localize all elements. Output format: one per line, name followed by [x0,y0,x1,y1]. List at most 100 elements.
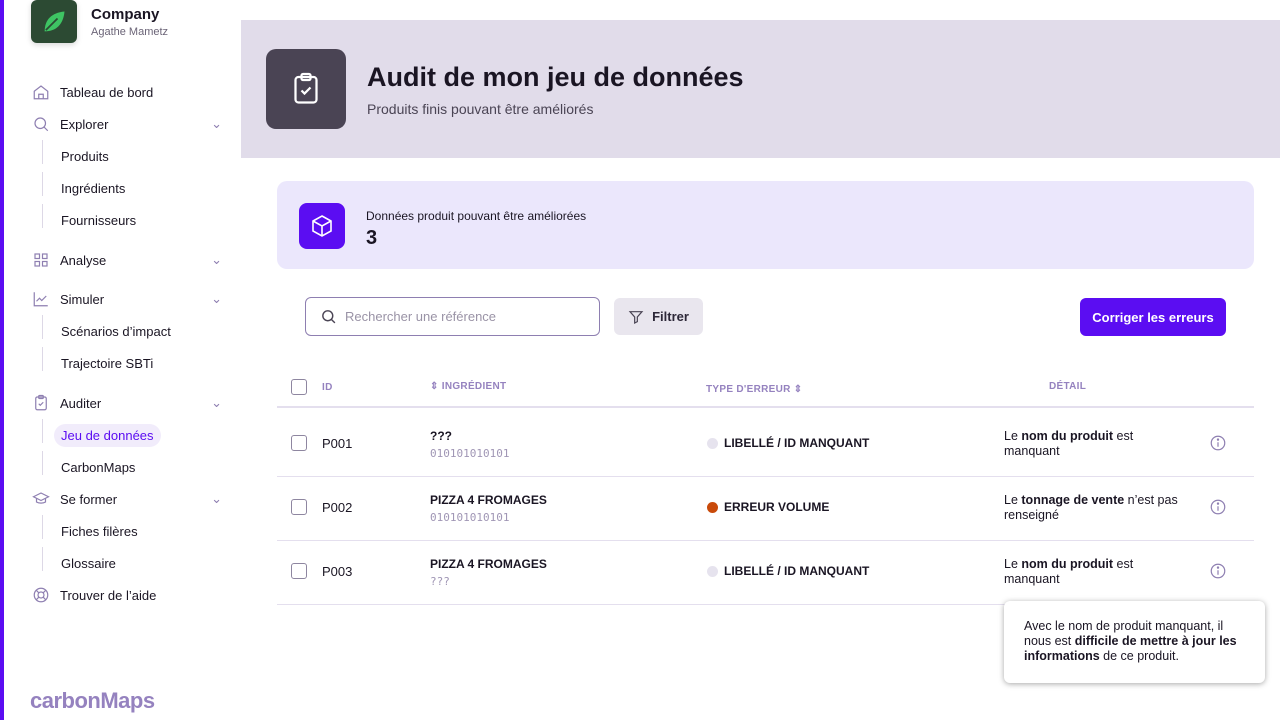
col-ingredient[interactable]: ⇕ INGRÉDIENT [430,381,507,392]
info-icon[interactable] [1209,434,1227,457]
nav-carbonmaps[interactable]: CarbonMaps [32,451,222,483]
chevron-down-icon[interactable]: ⌄ [211,491,222,506]
nav-explorer[interactable]: Explorer ⌄ [32,108,222,140]
nav-label: Produits [61,148,109,164]
row-code: 010101010101 [430,511,510,524]
detail-text: Le [1004,557,1022,571]
fix-errors-button[interactable]: Corriger les erreurs [1080,298,1226,336]
error-label: LIBELLÉ / ID MANQUANT [724,564,870,578]
row-detail: Le tonnage de vente n’est pas renseigné [1004,493,1184,523]
col-detail: DÉTAIL [1049,381,1087,392]
table-row[interactable]: P001 ??? 010101010101 LIBELLÉ / ID MANQU… [277,413,1254,477]
nav-fournisseurs[interactable]: Fournisseurs [32,204,222,236]
lifebuoy-icon [32,586,50,604]
status-dot [707,501,718,513]
chevron-down-icon[interactable]: ⌄ [211,395,222,410]
chart-line-icon [32,290,50,308]
error-badge: ERREUR VOLUME [707,500,829,514]
nav-label: Ingrédients [61,180,126,196]
nav-help[interactable]: Trouver de l’aide [32,579,222,611]
summary-card: Données produit pouvant être améliorées … [277,181,1254,269]
table-row[interactable]: P002 PIZZA 4 FROMAGES 010101010101 ERREU… [277,477,1254,541]
nav-se-former[interactable]: Se former ⌄ [32,483,222,515]
company-switcher[interactable]: Company Agathe Mametz [31,0,168,43]
sidebar: Company Agathe Mametz Tableau de bord Ex… [0,0,241,720]
row-checkbox[interactable] [291,435,307,451]
tooltip-text: Avec le nom de produit manquant, il nous… [1024,619,1224,648]
page-header: Audit de mon jeu de données Produits fin… [241,20,1280,158]
chevron-down-icon[interactable]: ⌄ [211,252,222,267]
page-subtitle: Produits finis pouvant être améliorés [367,101,594,117]
sidebar-nav: Tableau de bord Explorer ⌄ Produits Ingré… [32,76,222,611]
filter-button[interactable]: Filtrer [614,298,703,335]
row-checkbox[interactable] [291,563,307,579]
user-name: Agathe Mametz [91,26,169,38]
nav-analyse[interactable]: Analyse ⌄ [32,244,222,276]
nav-label: Explorer [60,116,109,132]
nav-produits[interactable]: Produits [32,140,222,172]
nav-label: Trouver de l’aide [60,587,157,603]
row-detail: Le nom du produit est manquant [1004,429,1184,459]
search-input[interactable]: Rechercher une référence [305,297,600,336]
nav-auditer[interactable]: Auditer ⌄ [32,387,222,419]
detail-text: Le [1004,493,1022,507]
row-ingredient: ??? [430,429,452,443]
detail-text: est manquant [1004,429,1134,458]
row-id: P003 [322,564,353,579]
row-detail: Le nom du produit est manquant [1004,557,1184,587]
detail-text: est manquant [1004,557,1134,586]
graduation-cap-icon [32,490,50,508]
error-label: ERREUR VOLUME [724,500,830,514]
nav-fiches[interactable]: Fiches filères [32,515,222,547]
detail-text: Le [1004,429,1022,443]
nav-label: CarbonMaps [61,459,136,475]
filter-icon [628,310,644,324]
row-code: 010101010101 [430,447,510,460]
status-dot [707,565,718,577]
nav-simuler[interactable]: Simuler ⌄ [32,283,222,315]
clipboard-icon [32,394,50,412]
nav-ingredients[interactable]: Ingrédients [32,172,222,204]
nav-label: Analyse [60,252,107,268]
nav-label: Scénarios d’impact [61,323,171,339]
leaf-logo-icon [31,0,77,43]
status-dot [707,437,718,449]
nav-dashboard[interactable]: Tableau de bord [32,76,222,108]
nav-label: Se former [60,491,118,507]
row-id: P002 [322,500,353,515]
clipboard-check-icon [266,49,346,129]
carbonmaps-logo: carbonMaps [30,688,155,713]
nav-label: Glossaire [61,555,116,571]
chevron-down-icon[interactable]: ⌄ [211,291,222,306]
nav-label: Fiches filères [61,523,138,539]
nav-label: Fournisseurs [61,212,137,228]
select-all-checkbox[interactable] [291,379,307,395]
tooltip-bold: difficile de mettre à jour les informati… [1024,634,1237,663]
search-placeholder: Rechercher une référence [345,309,497,324]
detail-text: n’est pas renseigné [1004,493,1178,522]
grid-icon [32,251,50,269]
detail-bold: nom du produit [1021,557,1114,571]
summary-value: 3 [366,227,378,249]
error-badge: LIBELLÉ / ID MANQUANT [707,436,869,450]
nav-scenarios[interactable]: Scénarios d’impact [32,315,222,347]
table-row[interactable]: P003 PIZZA 4 FROMAGES ??? LIBELLÉ / ID M… [277,541,1254,605]
search-icon [322,310,336,324]
col-id[interactable]: ID [322,382,333,393]
info-icon[interactable] [1209,562,1227,585]
nav-label: Auditer [60,395,102,411]
row-ingredient: PIZZA 4 FROMAGES [430,493,547,507]
col-error-type[interactable]: TYPE D'ERREUR ⇕ [706,384,803,395]
cube-icon [299,203,345,249]
error-badge: LIBELLÉ / ID MANQUANT [707,564,869,578]
nav-glossaire[interactable]: Glossaire [32,547,222,579]
row-checkbox[interactable] [291,499,307,515]
nav-jeu-de-donnees[interactable]: Jeu de données [32,419,222,451]
info-icon[interactable] [1209,498,1227,521]
nav-trajectoire[interactable]: Trajectoire SBTi [32,347,222,379]
table-header: ID ⇕ INGRÉDIENT TYPE D'ERREUR ⇕ DÉTAIL [277,378,1254,408]
filter-label: Filtrer [652,309,689,324]
home-icon [32,83,50,101]
company-name: Company [91,6,160,23]
chevron-down-icon[interactable]: ⌄ [211,116,222,131]
